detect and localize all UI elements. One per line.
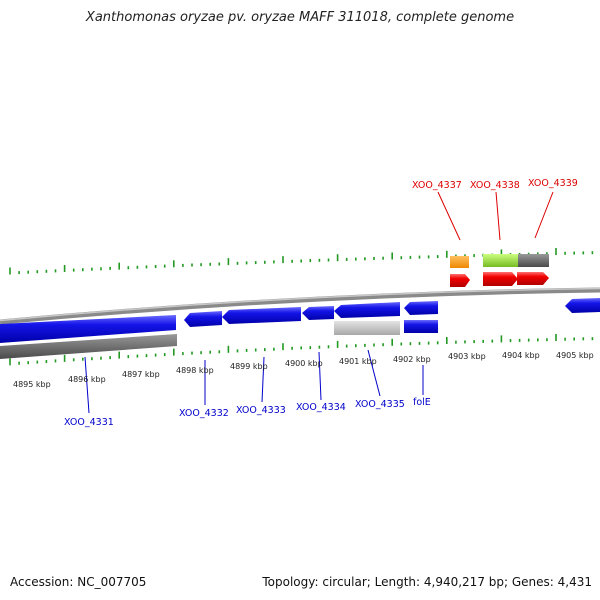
scale-label: 4900 kbp bbox=[285, 359, 323, 368]
callout-xoo-4331 bbox=[84, 356, 90, 414]
gene-block-dark-gray[interactable] bbox=[518, 254, 549, 267]
scale-label: 4899 kbp bbox=[230, 362, 268, 371]
gene-label-xoo-4339[interactable]: XOO_4339 bbox=[528, 178, 578, 189]
gene-arrow-xoo-4331[interactable] bbox=[0, 315, 176, 343]
gene-label-xoo-4338[interactable]: XOO_4338 bbox=[470, 180, 520, 191]
scale-label: 4897 kbp bbox=[122, 370, 160, 379]
gene-label-xoo-4334[interactable]: XOO_4334 bbox=[296, 402, 346, 413]
gene-arrow-xoo-4333[interactable] bbox=[222, 307, 301, 324]
forward-gene-labels: XOO_4337 XOO_4338 XOO_4339 bbox=[412, 178, 578, 191]
scale-label: 4896 kbp bbox=[68, 375, 106, 384]
genome-summary-text: Topology: circular; Length: 4,940,217 bp… bbox=[262, 575, 592, 589]
gene-arrow-xoo-4334[interactable] bbox=[302, 306, 334, 320]
gene-arrow-xoo-4335[interactable] bbox=[334, 302, 400, 318]
gene-block-blue[interactable] bbox=[404, 320, 438, 333]
reverse-strand-track bbox=[0, 298, 600, 359]
gene-block-green[interactable] bbox=[483, 254, 518, 267]
forward-strand-track bbox=[450, 254, 549, 287]
gene-arrow-xoo-4337[interactable] bbox=[450, 274, 470, 287]
gene-label-xoo-4333[interactable]: XOO_4333 bbox=[236, 405, 286, 416]
callout-xoo-4333 bbox=[261, 356, 265, 403]
gene-block-orange[interactable] bbox=[450, 256, 469, 268]
scale-labels: 4895 kbp 4896 kbp 4897 kbp 4898 kbp 4899… bbox=[13, 351, 594, 389]
genome-backbone-highlight bbox=[0, 287, 600, 322]
gene-arrow-xoo-4332[interactable] bbox=[184, 311, 222, 327]
gene-arrow-right-edge[interactable] bbox=[565, 298, 600, 313]
gene-label-xoo-4335[interactable]: XOO_4335 bbox=[355, 399, 405, 410]
gene-label-xoo-4332[interactable]: XOO_4332 bbox=[179, 408, 229, 419]
callout-xoo-4337 bbox=[437, 191, 461, 241]
gene-label-xoo-4337[interactable]: XOO_4337 bbox=[412, 180, 462, 191]
scale-label: 4901 kbp bbox=[339, 357, 377, 366]
callout-xoo-4338 bbox=[495, 191, 501, 241]
callout-xoo-4335 bbox=[367, 349, 381, 397]
accession-text: Accession: NC_007705 bbox=[10, 575, 147, 589]
genome-title: Xanthomonas oryzae pv. oryzae MAFF 31101… bbox=[85, 10, 515, 25]
scale-label: 4902 kbp bbox=[393, 355, 431, 364]
callout-xoo-4334 bbox=[318, 351, 322, 401]
scale-label: 4903 kbp bbox=[448, 352, 486, 361]
reverse-gene-labels: XOO_4331 XOO_4332 XOO_4333 XOO_4334 XOO_… bbox=[64, 397, 431, 428]
scale-label: 4905 kbp bbox=[556, 351, 594, 360]
lower-tick-row bbox=[9, 334, 594, 366]
scale-label: 4895 kbp bbox=[13, 380, 51, 389]
callout-xoo-4339 bbox=[534, 191, 554, 239]
genome-backbone bbox=[0, 287, 600, 325]
gene-block-light-gray[interactable] bbox=[334, 321, 400, 335]
gene-label-xoo-4331[interactable]: XOO_4331 bbox=[64, 417, 114, 428]
gene-label-fole[interactable]: folE bbox=[413, 397, 431, 408]
callout-lines bbox=[84, 191, 554, 414]
gene-arrow-xoo-4339[interactable] bbox=[517, 272, 549, 285]
gene-bar-xoo-4331-shadow[interactable] bbox=[0, 334, 177, 359]
gene-arrow-xoo-4338[interactable] bbox=[483, 272, 518, 286]
gene-arrow-fole[interactable] bbox=[404, 301, 438, 315]
scale-label: 4904 kbp bbox=[502, 351, 540, 360]
scale-label: 4898 kbp bbox=[176, 366, 214, 375]
